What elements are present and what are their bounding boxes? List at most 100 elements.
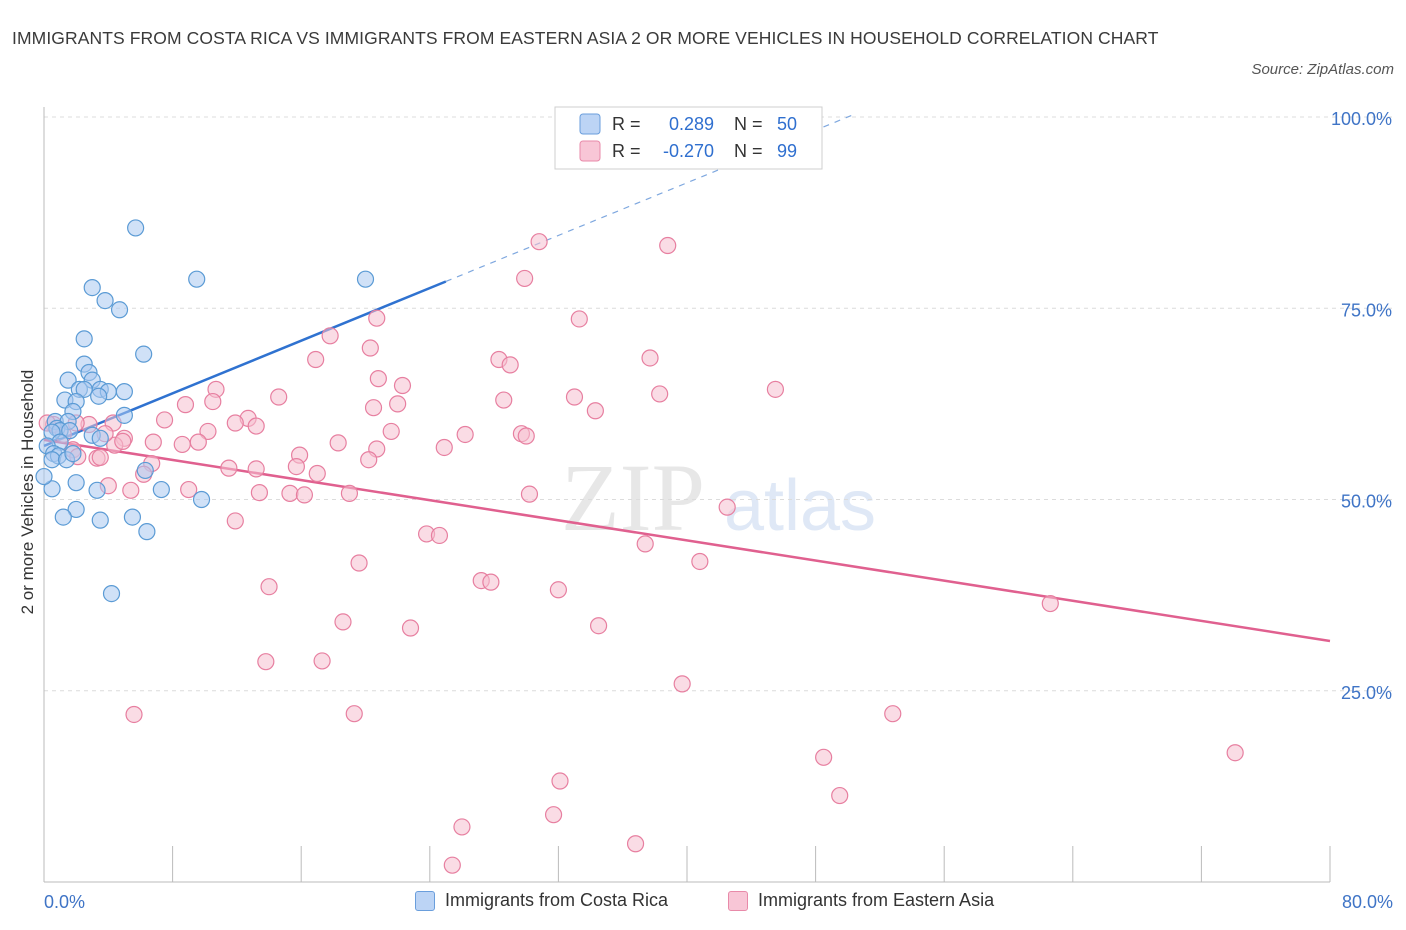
point-costa-rica xyxy=(64,445,82,463)
point-eastern-asia xyxy=(180,480,198,499)
point-eastern-asia xyxy=(589,617,608,635)
point-eastern-asia xyxy=(125,705,143,724)
point-costa-rica xyxy=(91,511,109,529)
point-eastern-asia xyxy=(815,748,833,766)
legend-r-label-eastern-asia: R = xyxy=(612,141,641,161)
y-tick-label: 50.0% xyxy=(1341,492,1392,512)
watermark-zip: ZIP xyxy=(561,444,705,551)
point-eastern-asia xyxy=(334,613,352,631)
legend-n-value-eastern-asia: 99 xyxy=(777,141,797,161)
point-eastern-asia xyxy=(482,573,500,591)
point-eastern-asia xyxy=(549,581,568,599)
point-eastern-asia xyxy=(295,486,314,504)
point-eastern-asia xyxy=(530,233,548,251)
point-eastern-asia xyxy=(501,356,519,374)
point-eastern-asia xyxy=(544,806,563,824)
point-eastern-asia xyxy=(321,327,339,345)
point-eastern-asia xyxy=(551,772,569,790)
point-costa-rica xyxy=(75,330,93,348)
point-costa-rica xyxy=(91,429,109,447)
point-eastern-asia xyxy=(766,380,785,398)
data-points xyxy=(35,108,1244,874)
trend-line-costa-rica-extension xyxy=(445,113,857,283)
point-eastern-asia xyxy=(313,652,331,670)
point-eastern-asia xyxy=(345,705,363,723)
point-eastern-asia xyxy=(443,856,461,874)
legend-label-eastern-asia: Immigrants from Eastern Asia xyxy=(758,890,995,910)
point-eastern-asia xyxy=(565,388,584,406)
point-costa-rica xyxy=(88,481,106,499)
point-costa-rica xyxy=(54,508,72,526)
point-costa-rica xyxy=(188,270,206,288)
point-eastern-asia xyxy=(144,433,162,451)
point-costa-rica xyxy=(110,301,129,319)
watermark-atlas: atlas xyxy=(724,466,876,546)
point-eastern-asia xyxy=(626,835,645,853)
point-costa-rica xyxy=(192,490,211,509)
point-eastern-asia xyxy=(368,309,386,327)
point-eastern-asia xyxy=(260,578,278,596)
point-eastern-asia xyxy=(718,498,736,516)
point-eastern-asia xyxy=(91,448,109,467)
point-eastern-asia xyxy=(651,385,669,403)
point-costa-rica xyxy=(135,345,153,363)
legend-top: R = 0.289 N = 50 R = -0.270 N = 99 xyxy=(554,106,823,170)
point-eastern-asia xyxy=(350,554,368,572)
point-eastern-asia xyxy=(659,236,677,255)
point-eastern-asia xyxy=(247,417,265,435)
trend-lines xyxy=(43,113,1331,643)
point-eastern-asia xyxy=(430,526,449,545)
point-eastern-asia xyxy=(220,459,238,477)
point-costa-rica xyxy=(61,422,79,440)
point-eastern-asia xyxy=(453,818,471,836)
point-eastern-asia xyxy=(340,484,359,502)
point-eastern-asia xyxy=(1226,744,1244,762)
point-eastern-asia xyxy=(393,376,412,395)
point-eastern-asia xyxy=(369,370,387,388)
point-eastern-asia xyxy=(360,451,378,469)
point-eastern-asia xyxy=(250,484,269,502)
legend-swatch-eastern-asia-bottom xyxy=(728,890,748,911)
point-eastern-asia xyxy=(570,310,588,328)
point-costa-rica xyxy=(43,480,61,498)
point-eastern-asia xyxy=(673,675,691,693)
point-costa-rica xyxy=(136,461,154,480)
point-eastern-asia xyxy=(257,653,275,671)
point-eastern-asia xyxy=(641,349,659,367)
point-costa-rica xyxy=(115,406,133,424)
point-eastern-asia xyxy=(691,552,709,571)
point-costa-rica xyxy=(356,270,375,288)
point-eastern-asia xyxy=(287,458,305,476)
point-eastern-asia xyxy=(176,396,195,414)
point-costa-rica xyxy=(138,523,156,541)
point-costa-rica xyxy=(67,474,85,492)
point-eastern-asia xyxy=(204,392,222,411)
point-eastern-asia xyxy=(114,432,132,450)
legend-n-label-eastern-asia: N = xyxy=(734,141,763,161)
y-axis-label: 2 or more Vehicles in Household xyxy=(18,370,37,615)
point-eastern-asia xyxy=(884,705,902,723)
point-eastern-asia xyxy=(435,438,453,457)
point-eastern-asia xyxy=(199,422,217,441)
point-eastern-asia xyxy=(636,535,654,553)
point-eastern-asia xyxy=(364,399,383,417)
point-costa-rica xyxy=(115,383,133,401)
x-tick-label: 80.0% xyxy=(1342,892,1393,912)
point-costa-rica xyxy=(43,451,61,469)
point-costa-rica xyxy=(127,219,145,237)
point-eastern-asia xyxy=(520,485,539,503)
legend-n-value-costa-rica: 50 xyxy=(777,114,797,134)
point-eastern-asia xyxy=(361,339,379,357)
point-eastern-asia xyxy=(1041,594,1059,613)
point-costa-rica xyxy=(90,387,108,405)
point-eastern-asia xyxy=(281,484,299,502)
legend-n-label-costa-rica: N = xyxy=(734,114,763,134)
point-eastern-asia xyxy=(517,427,535,445)
point-eastern-asia xyxy=(307,350,325,369)
legend-r-value-eastern-asia: -0.270 xyxy=(663,141,714,161)
y-tick-label: 75.0% xyxy=(1341,300,1392,320)
legend-bottom: Immigrants from Costa Rica Immigrants fr… xyxy=(0,890,1406,916)
point-eastern-asia xyxy=(495,391,513,409)
y-tick-label: 100.0% xyxy=(1331,109,1392,129)
point-eastern-asia xyxy=(189,433,207,451)
